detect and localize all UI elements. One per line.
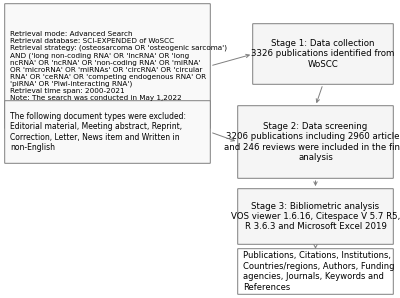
Text: Retrieval mode: Advanced Search
Retrieval database: SCI-EXPENDED of WoSCC
Retrie: Retrieval mode: Advanced Search Retrieva… bbox=[10, 31, 227, 101]
FancyBboxPatch shape bbox=[5, 101, 210, 163]
Text: Stage 1: Data collection
3326 publications identified from
WoSCC: Stage 1: Data collection 3326 publicatio… bbox=[251, 39, 395, 69]
Text: Stage 3: Bibliometric analysis
VOS viewer 1.6.16, Citespace V 5.7 R5,
R 3.6.3 an: Stage 3: Bibliometric analysis VOS viewe… bbox=[231, 202, 400, 232]
FancyBboxPatch shape bbox=[238, 106, 393, 178]
Text: The following document types were excluded:
Editorial material, Meeting abstract: The following document types were exclud… bbox=[10, 112, 186, 152]
Text: Publications, Citations, Institutions,
Countries/regions, Authors, Funding
agenc: Publications, Citations, Institutions, C… bbox=[243, 252, 394, 292]
Text: Stage 2: Data screening
3206 publications including 2960 articles
and 246 review: Stage 2: Data screening 3206 publication… bbox=[224, 122, 400, 162]
FancyBboxPatch shape bbox=[253, 24, 393, 84]
FancyBboxPatch shape bbox=[238, 249, 393, 294]
FancyBboxPatch shape bbox=[5, 4, 210, 128]
FancyBboxPatch shape bbox=[238, 189, 393, 244]
